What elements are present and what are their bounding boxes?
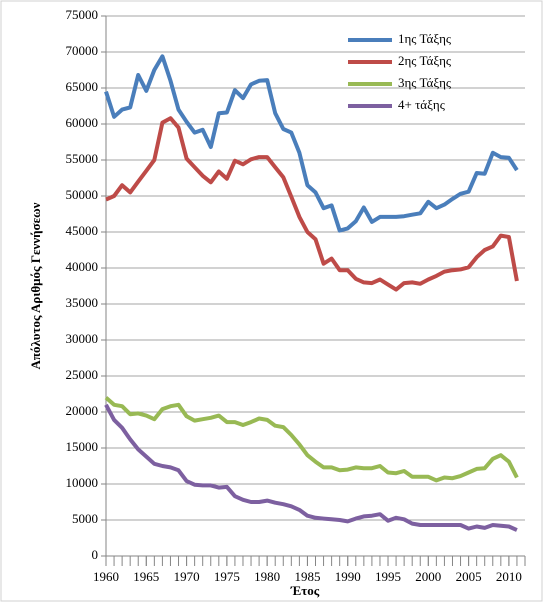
x-tick-label: 1995	[375, 569, 401, 584]
series-line	[105, 116, 519, 292]
x-tick-label: 2010	[496, 569, 522, 584]
y-tick-label: 25000	[66, 367, 99, 382]
series-line	[104, 403, 518, 532]
y-tick-label: 65000	[66, 79, 99, 94]
y-tick-label: 40000	[66, 259, 99, 274]
y-tick-label: 20000	[66, 403, 99, 418]
x-tick-label: 1970	[174, 569, 200, 584]
x-tick-label: 1960	[93, 569, 119, 584]
x-tick-label: 1975	[214, 569, 240, 584]
y-tick-label: 60000	[66, 115, 99, 130]
legend-label: 2ης Τάξης	[398, 53, 452, 68]
x-tick-label: 1985	[294, 569, 320, 584]
y-tick-label: 55000	[66, 151, 99, 166]
series-line	[104, 396, 519, 483]
legend-label: 4+ τάξης	[398, 97, 446, 112]
x-tick-label: 1980	[254, 569, 280, 584]
legend-label: 3ης Τάξης	[398, 75, 452, 90]
y-tick-label: 75000	[66, 7, 99, 22]
x-tick-label: 1990	[335, 569, 361, 584]
y-tick-label: 0	[92, 547, 99, 562]
y-axis-label: Απόλυτος Αριθμός Γεννήσεων	[28, 202, 43, 369]
x-tick-label: 2000	[415, 569, 441, 584]
y-tick-label: 50000	[66, 187, 99, 202]
series-line	[104, 54, 519, 233]
legend-label: 1ης Τάξης	[398, 31, 452, 46]
y-tick-label: 35000	[66, 295, 99, 310]
y-tick-label: 10000	[66, 475, 99, 490]
x-tick-label: 1965	[133, 569, 159, 584]
y-tick-label: 15000	[66, 439, 99, 454]
x-axis-label: Έτος	[290, 583, 320, 598]
y-tick-label: 70000	[66, 43, 99, 58]
x-tick-label: 2005	[456, 569, 482, 584]
y-tick-label: 45000	[66, 223, 99, 238]
y-tick-label: 5000	[72, 511, 98, 526]
y-tick-label: 30000	[66, 331, 99, 346]
